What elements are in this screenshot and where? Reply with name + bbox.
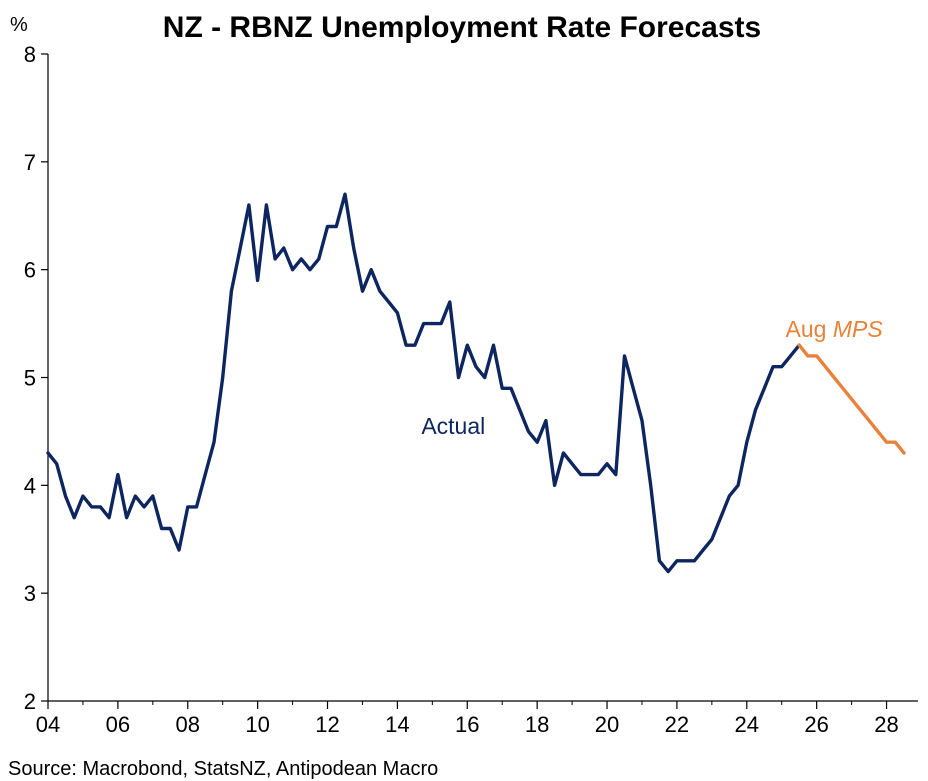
y-tick-label: 8: [24, 42, 36, 67]
y-tick-label: 3: [24, 581, 36, 606]
x-tick-label: 16: [455, 712, 479, 737]
x-tick-label: 18: [525, 712, 549, 737]
y-tick-label: 7: [24, 150, 36, 175]
y-tick-label: 6: [24, 258, 36, 283]
x-tick-label: 08: [176, 712, 200, 737]
y-tick-label: 2: [24, 689, 36, 714]
x-tick-label: 06: [106, 712, 130, 737]
series-label-aug-mps: Aug MPS: [786, 316, 884, 342]
chart-title: NZ - RBNZ Unemployment Rate Forecasts: [163, 11, 761, 44]
y-tick-label: 5: [24, 366, 36, 391]
y-axis: 2 3 4 5 6 7 8: [24, 42, 49, 714]
series-label-actual: Actual: [421, 413, 485, 439]
x-tick-label: 04: [36, 712, 60, 737]
y-tick-label: 4: [24, 473, 36, 498]
x-axis: 04 06 08 10 12 14 16 18 20 22 24 26 28: [36, 700, 918, 737]
x-tick-label: 12: [315, 712, 339, 737]
x-tick-label: 20: [595, 712, 619, 737]
source-note: Source: Macrobond, StatsNZ, Antipodean M…: [8, 758, 438, 780]
y-unit-label: %: [10, 14, 28, 36]
x-tick-label: 14: [385, 712, 409, 737]
series-line-actual: [46, 192, 801, 574]
series-label-italic: MPS: [833, 316, 884, 342]
series-label-prefix: Aug: [786, 316, 833, 342]
x-tick-label: 22: [665, 712, 689, 737]
series-line-aug-mps: [797, 343, 906, 455]
x-tick-label: 28: [874, 712, 898, 737]
x-tick-label: 26: [804, 712, 828, 737]
plot-area: [46, 192, 906, 574]
x-tick-label: 10: [245, 712, 269, 737]
x-tick-label: 24: [735, 712, 759, 737]
